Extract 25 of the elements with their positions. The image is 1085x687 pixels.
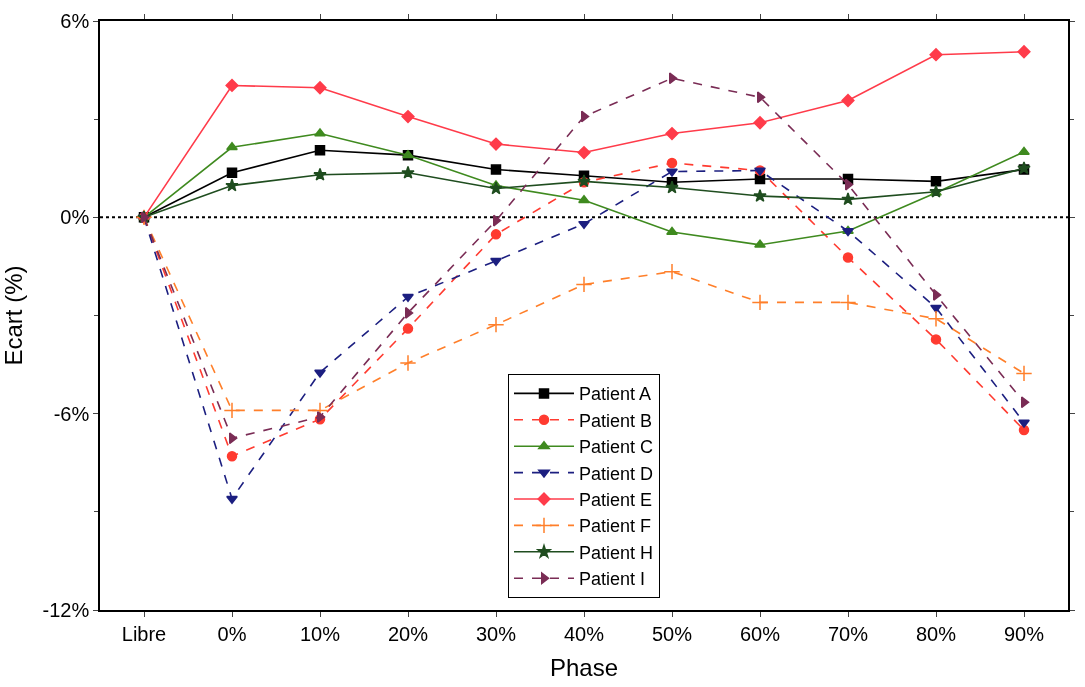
x-tick-label: 60% bbox=[739, 622, 781, 645]
y-tick-label: -6% bbox=[53, 402, 90, 425]
y-axis-title: Ecart (%) bbox=[0, 265, 27, 366]
x-tick-label: 50% bbox=[651, 622, 693, 645]
legend-label: Patient H bbox=[579, 542, 654, 563]
x-tick-label: 90% bbox=[1003, 622, 1045, 645]
x-tick-label: 30% bbox=[475, 622, 517, 645]
x-tick-label: 40% bbox=[563, 622, 605, 645]
legend-label: Patient I bbox=[579, 569, 646, 590]
x-axis-title: Phase bbox=[549, 653, 619, 681]
legend-label: Patient E bbox=[579, 490, 653, 511]
y-tick-label: -12% bbox=[42, 599, 90, 621]
y-tick-label: 6% bbox=[60, 10, 90, 32]
legend-label: Patient B bbox=[579, 410, 653, 431]
x-tick-label: 20% bbox=[387, 622, 429, 645]
y-tick-label: 0% bbox=[60, 206, 90, 229]
x-tick-label: 70% bbox=[827, 622, 869, 645]
x-tick-label: 10% bbox=[299, 622, 341, 645]
legend-label: Patient C bbox=[579, 437, 654, 458]
legend-label: Patient D bbox=[579, 463, 654, 484]
legend-label: Patient A bbox=[579, 384, 652, 405]
x-tick-label: 80% bbox=[915, 622, 957, 645]
x-tick-label: Libre bbox=[121, 622, 167, 645]
x-tick-label: 0% bbox=[217, 622, 247, 645]
legend-label: Patient F bbox=[579, 516, 652, 537]
